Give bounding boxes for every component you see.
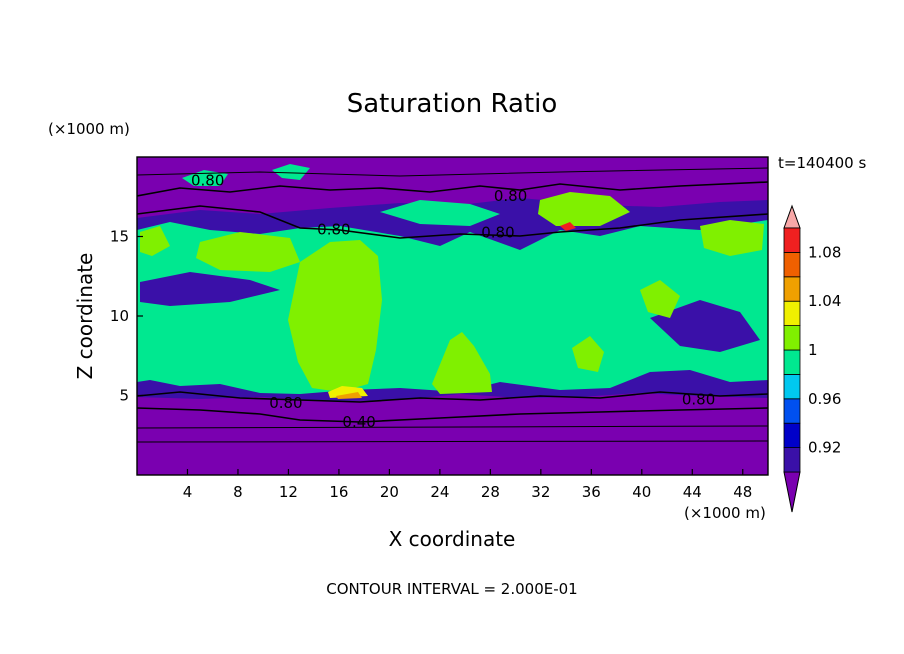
colorbar-top-arrow: [783, 204, 801, 229]
field-green-mid: [432, 332, 492, 394]
field-green-right-top: [538, 192, 630, 226]
colorbar-tick-label: 1.08: [808, 243, 841, 261]
x-tick-label: 32: [531, 483, 550, 501]
x-tick-label: 24: [430, 483, 449, 501]
field-cloud-cyan-top: [272, 164, 310, 180]
y-tick-label: 5: [119, 387, 129, 405]
colorbar-segment: [783, 349, 801, 375]
colorbar-segment: [783, 276, 801, 302]
colorbar-tick-label: 1.04: [808, 292, 841, 310]
x-tick-label: 36: [582, 483, 601, 501]
contour-label: 0.80: [494, 187, 527, 205]
field-red-patch: [560, 222, 576, 231]
contour-label: 0.40: [342, 413, 375, 431]
contour-label: 0.80: [317, 221, 350, 239]
time-label: t=140400 s: [778, 154, 866, 172]
x-tick-label: 20: [380, 483, 399, 501]
contour-0.80-upper: [137, 181, 768, 197]
contour-label: 0.80: [191, 171, 224, 189]
colorbar-tick-label: 0.96: [808, 390, 841, 408]
colorbar-tick-label: 0.92: [808, 439, 841, 457]
contour-thin-1: [137, 425, 768, 429]
field-green-left-edge: [140, 226, 170, 256]
colorbar-segment: [783, 325, 801, 351]
x-tick-label: 12: [279, 483, 298, 501]
field-green-right-upper: [700, 220, 764, 256]
colorbar-segment: [783, 398, 801, 424]
x-unit-label: (×1000 m): [684, 504, 766, 522]
contour-0.40: [137, 407, 768, 423]
y-axis-label: Z coordinate: [73, 253, 97, 380]
field-green-far-right: [640, 280, 680, 318]
colorbar-segment: [783, 227, 801, 253]
x-tick-label: 44: [683, 483, 702, 501]
y-tick-label: 15: [110, 228, 129, 246]
field-cloud-cyan-upper: [380, 200, 500, 226]
y-unit-label: (×1000 m): [48, 120, 130, 138]
x-tick-label: 8: [233, 483, 243, 501]
colorbar-bottom-arrow: [783, 471, 801, 513]
contour-label: 0.80: [269, 394, 302, 412]
x-tick-label: 28: [481, 483, 500, 501]
contour-thin-2: [137, 440, 768, 443]
y-axis-ticks: 5 10 15: [110, 228, 143, 405]
contour-labels: 0.80 0.80 0.80 0.80 0.80 0.80 0.40: [191, 171, 715, 431]
field-green-small: [572, 336, 604, 372]
x-tick-label: 4: [183, 483, 193, 501]
x-tick-label: 40: [632, 483, 651, 501]
field-orange-patch: [336, 392, 362, 399]
field-green-left: [196, 232, 300, 272]
x-axis-label: X coordinate: [389, 527, 516, 551]
colorbar-segment: [783, 422, 801, 449]
contour-thin-3: [137, 167, 768, 177]
x-tick-label: 16: [329, 483, 348, 501]
contour-label: 0.80: [682, 391, 715, 409]
contour-0.80-mid: [137, 205, 768, 239]
colorbar: 0.92 0.96 1 1.04 1.08: [783, 204, 841, 513]
colorbar-segment: [783, 447, 801, 473]
contour-interval-label: CONTOUR INTERVAL = 2.000E-01: [326, 580, 577, 598]
y-tick-label: 10: [110, 307, 129, 325]
colorbar-segment: [783, 373, 801, 400]
contour-0.80-lower: [137, 391, 768, 403]
chart-title: Saturation Ratio: [347, 89, 558, 119]
colorbar-tick-label: 1: [808, 341, 818, 359]
field-purple-patch-left: [140, 272, 280, 306]
field-purple-patch-right: [650, 300, 760, 352]
x-tick-label: 48: [733, 483, 752, 501]
contour-label: 0.80: [481, 224, 514, 242]
field-green-large: [288, 240, 382, 392]
colorbar-segment: [783, 300, 801, 327]
colorbar-segment: [783, 251, 801, 278]
plot-area: 0.80 0.80 0.80 0.80 0.80 0.80 0.40: [137, 157, 768, 475]
x-axis-ticks: 4 8 12 16 20 24 28 32 36 40 44 48: [183, 469, 752, 501]
